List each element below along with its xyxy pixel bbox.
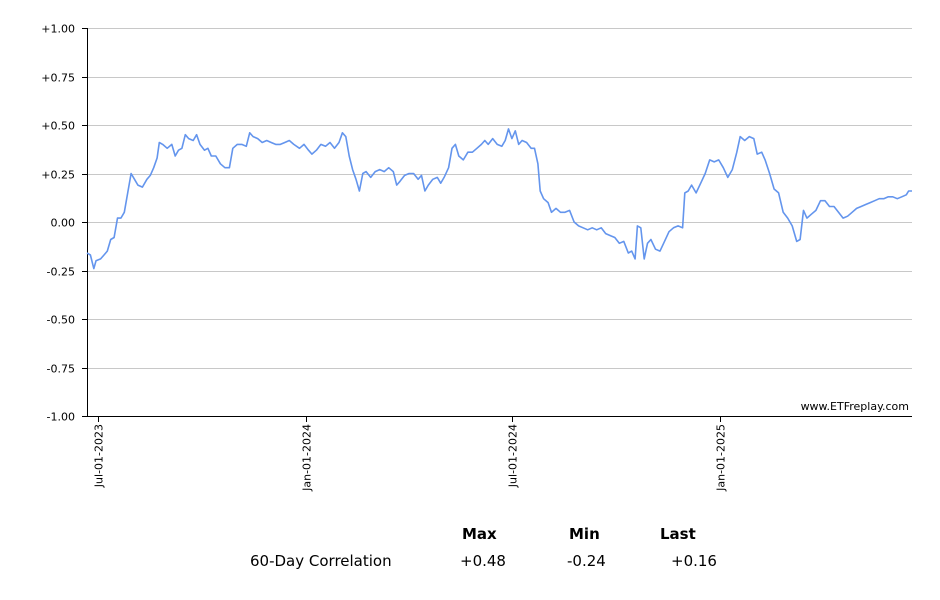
y-tick-label: +0.25 <box>41 169 75 182</box>
series-line-correlation <box>86 128 912 270</box>
watermark-label: www.ETFreplay.com <box>801 400 909 413</box>
x-tick-label: Jul-01-2024 <box>507 424 520 488</box>
x-tick-label: Jul-01-2023 <box>93 424 106 488</box>
stats-header-last: Last <box>660 525 696 543</box>
x-tick-label: Jan-01-2025 <box>715 424 728 492</box>
stats-header-min: Min <box>569 525 600 543</box>
x-tick-label: Jan-01-2024 <box>301 424 314 492</box>
series-layer <box>86 128 912 270</box>
stats-value-min: -0.24 <box>567 552 606 570</box>
y-tick-label: -0.50 <box>47 314 75 327</box>
y-tick-label: -1.00 <box>47 411 75 424</box>
y-tick-label: 0.00 <box>51 217 76 230</box>
stats-row-label: 60-Day Correlation <box>250 552 392 570</box>
y-tick-label: -0.25 <box>47 266 75 279</box>
stats-value-max: +0.48 <box>460 552 506 570</box>
gridlines <box>87 28 912 417</box>
y-tick-labels: +1.00 +0.75 +0.50 +0.25 0.00 -0.25 -0.50 -0.75 -… <box>41 23 75 424</box>
y-tick-label: -0.75 <box>47 363 75 376</box>
y-tick-label: +0.75 <box>41 72 75 85</box>
y-tick-label: +1.00 <box>41 23 75 36</box>
stats-table: Max Min Last 60-Day Correlation +0.48 -0… <box>0 520 940 580</box>
stats-value-last: +0.16 <box>671 552 717 570</box>
x-tick-labels: Jul-01-2023 Jan-01-2024 Jul-01-2024 Jan-01-… <box>93 424 728 492</box>
correlation-chart: +1.00 +0.75 +0.50 +0.25 0.00 -0.25 -0.50 -0.75 -… <box>41 23 912 492</box>
axes <box>82 28 912 422</box>
stats-header-max: Max <box>462 525 497 543</box>
y-tick-label: +0.50 <box>41 120 75 133</box>
